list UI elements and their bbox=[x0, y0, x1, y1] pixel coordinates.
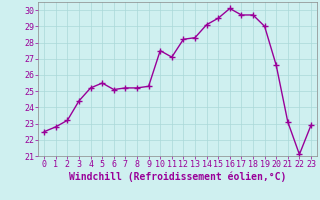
X-axis label: Windchill (Refroidissement éolien,°C): Windchill (Refroidissement éolien,°C) bbox=[69, 172, 286, 182]
